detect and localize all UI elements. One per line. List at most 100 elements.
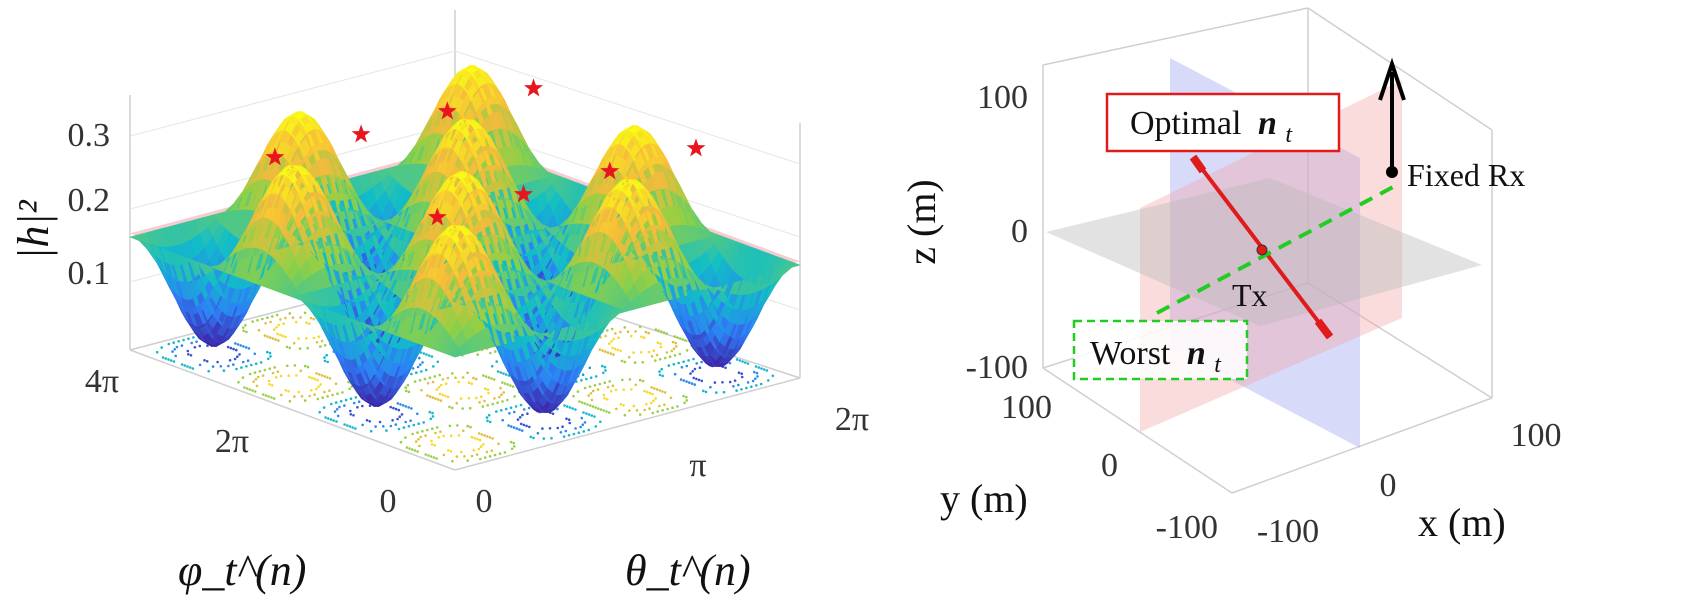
contour-point <box>270 396 273 399</box>
contour-point <box>416 431 419 434</box>
contour-point <box>310 389 313 392</box>
contour-point <box>499 386 502 390</box>
contour-point <box>299 316 302 319</box>
contour-point <box>483 434 486 437</box>
contour-point <box>506 383 510 386</box>
contour-point <box>433 444 437 447</box>
contour-point <box>257 328 261 332</box>
surface-patch <box>787 263 801 272</box>
contour-point <box>271 337 275 340</box>
contour-point <box>416 365 420 369</box>
contour-point <box>685 380 688 383</box>
contour-point <box>299 369 303 373</box>
contour-point <box>685 395 688 399</box>
contour-point <box>577 431 581 435</box>
contour-point <box>250 363 253 367</box>
contour-point <box>361 404 364 408</box>
contour-point <box>610 340 613 343</box>
maximum-marker <box>265 147 285 166</box>
contour-point <box>463 455 466 458</box>
contour-point <box>663 356 667 360</box>
contour-point <box>427 354 431 357</box>
geometry-plot: Tx Fixed Rx Optimal n t Worst n t -100 0… <box>900 7 1562 550</box>
contour-point <box>269 336 272 339</box>
contour-point <box>588 366 592 370</box>
contour-point <box>385 429 388 432</box>
contour-point <box>740 372 743 376</box>
z-tick-label: 0 <box>1011 213 1028 250</box>
contour-point <box>411 432 414 436</box>
worst-label-text: Worst <box>1090 335 1171 372</box>
contour-point <box>457 380 461 384</box>
contour-point <box>416 450 420 453</box>
contour-point <box>574 408 577 411</box>
contour-point <box>430 355 434 358</box>
contour-point <box>420 388 423 392</box>
contour-point <box>281 334 285 338</box>
contour-point <box>457 434 461 437</box>
maximum-marker <box>600 161 620 180</box>
contour-point <box>459 397 463 400</box>
contour-point <box>180 344 184 347</box>
contour-point <box>520 429 524 432</box>
contour-point <box>399 403 402 406</box>
contour-point <box>357 400 361 404</box>
contour-point <box>665 351 669 354</box>
contour-point <box>275 326 278 329</box>
contour-point <box>431 411 434 415</box>
contour-point <box>292 341 296 345</box>
contour-point <box>187 353 190 356</box>
contour-point <box>641 379 645 383</box>
contour-point <box>628 378 632 381</box>
contour-point <box>240 366 243 369</box>
contour-point <box>602 371 605 375</box>
contour-point <box>617 336 620 340</box>
contour-point <box>352 401 356 405</box>
contour-point <box>474 377 478 381</box>
contour-point <box>312 336 316 340</box>
contour-point <box>642 336 646 340</box>
contour-point <box>737 371 741 375</box>
contour-point <box>259 361 263 364</box>
contour-point <box>242 345 245 348</box>
rx-point <box>1386 166 1398 178</box>
contour-point <box>606 351 610 354</box>
maxima-markers <box>265 78 706 226</box>
contour-point <box>527 406 531 410</box>
contour-point <box>483 399 486 403</box>
contour-point <box>306 365 310 369</box>
contour-point <box>328 389 331 393</box>
contour-point <box>334 382 338 386</box>
contour-point <box>431 380 435 384</box>
contour-point <box>234 342 237 345</box>
optimal-label-text: Optimal <box>1130 105 1241 142</box>
contour-point <box>235 367 238 371</box>
contour-point <box>171 350 174 353</box>
contour-point <box>495 410 498 413</box>
contour-point <box>501 418 505 422</box>
contour-point <box>254 378 258 381</box>
contour-point <box>241 360 245 364</box>
contour-point <box>603 397 606 400</box>
contour-point <box>693 367 697 371</box>
contour-point <box>442 453 446 457</box>
contour-point <box>235 348 238 352</box>
contour-point <box>264 394 268 397</box>
contour-point <box>647 331 650 335</box>
contour-point <box>422 352 426 355</box>
contour-point <box>666 407 669 411</box>
contour-point <box>447 449 450 452</box>
geo-x-axis-label: x (m) <box>1418 500 1506 545</box>
contour-point <box>675 345 678 348</box>
contour-point <box>621 378 624 382</box>
contour-point <box>644 330 648 334</box>
contour-point <box>695 377 698 381</box>
contour-point <box>564 429 568 433</box>
contour-point <box>444 382 448 386</box>
contour-point <box>604 334 607 338</box>
contour-point <box>288 346 292 350</box>
worst-label: Worst n t <box>1090 335 1222 378</box>
contour-point <box>236 355 239 359</box>
contour-point <box>702 389 705 393</box>
contour-point <box>334 401 338 404</box>
